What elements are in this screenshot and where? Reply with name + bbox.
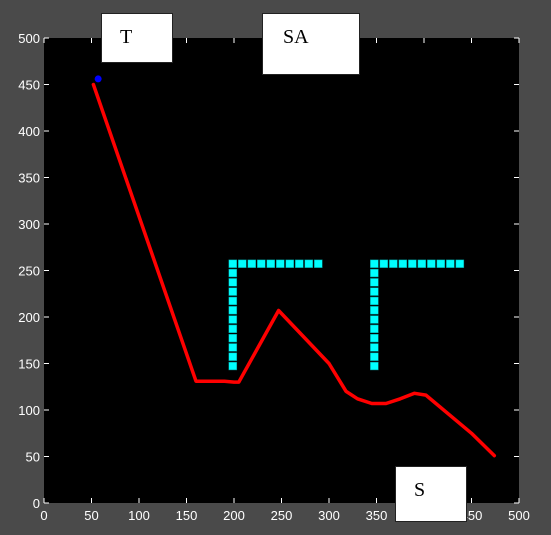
x-tick-label: 300 — [318, 508, 340, 523]
x-tick-label: 100 — [128, 508, 150, 523]
obstacle-cell — [238, 260, 246, 268]
target-point — [95, 75, 102, 82]
y-tick-label: 400 — [18, 124, 40, 139]
obstacle-cell — [427, 260, 435, 268]
obstacle-cell — [229, 306, 237, 314]
target-label-box: T — [101, 13, 173, 63]
y-tick-label: 150 — [18, 357, 40, 372]
obstacle-cell — [257, 260, 265, 268]
axes-background — [44, 38, 519, 503]
obstacle-cell — [456, 260, 464, 268]
obstacle-cell — [370, 325, 378, 333]
y-tick-label: 450 — [18, 78, 40, 93]
y-tick-label: 200 — [18, 310, 40, 325]
obstacle-cell — [229, 344, 237, 352]
obstacle-cell — [437, 260, 445, 268]
obstacle-cell — [248, 260, 256, 268]
start-label: S — [414, 479, 425, 501]
y-tick-label: 50 — [26, 450, 40, 465]
obstacle-cell — [267, 260, 275, 268]
obstacle-cell — [305, 260, 313, 268]
x-tick-label: 150 — [176, 508, 198, 523]
y-tick-label: 500 — [18, 31, 40, 46]
obstacle-cell — [229, 278, 237, 286]
y-tick-label: 350 — [18, 171, 40, 186]
obstacle-cell — [446, 260, 454, 268]
obstacle-cell — [370, 269, 378, 277]
sa-label: SA — [283, 26, 309, 48]
obstacle-cell — [229, 353, 237, 361]
obstacle-cell — [380, 260, 388, 268]
obstacle-cell — [370, 334, 378, 342]
x-tick-label: 500 — [508, 508, 530, 523]
obstacle-cell — [370, 260, 378, 268]
obstacle-cell — [370, 344, 378, 352]
target-marker — [95, 75, 102, 82]
obstacle-cell — [229, 325, 237, 333]
start-label-box: S — [395, 466, 467, 522]
obstacle-cell — [370, 278, 378, 286]
obstacle-cell — [295, 260, 303, 268]
sa-label-box: SA — [262, 13, 360, 75]
y-tick-label: 100 — [18, 403, 40, 418]
obstacle-cell — [370, 316, 378, 324]
obstacle-cell — [229, 362, 237, 370]
x-tick-label: 0 — [40, 508, 47, 523]
obstacle-cell — [399, 260, 407, 268]
target-label: T — [120, 26, 132, 48]
obstacle-cell — [370, 362, 378, 370]
obstacle-cell — [389, 260, 397, 268]
x-tick-label: 250 — [271, 508, 293, 523]
obstacle-cell — [276, 260, 284, 268]
obstacle-cell — [229, 316, 237, 324]
obstacle-cell — [370, 353, 378, 361]
obstacle-cell — [229, 288, 237, 296]
obstacle-cell — [418, 260, 426, 268]
obstacle-cell — [408, 260, 416, 268]
y-tick-label: 250 — [18, 264, 40, 279]
x-tick-label: 350 — [366, 508, 388, 523]
obstacle-cell — [286, 260, 294, 268]
y-tick-label: 300 — [18, 217, 40, 232]
obstacle-cell — [370, 297, 378, 305]
obstacle-cell — [229, 260, 237, 268]
obstacle-cell — [314, 260, 322, 268]
obstacle-cell — [370, 288, 378, 296]
x-tick-label: 200 — [223, 508, 245, 523]
obstacle-cell — [229, 269, 237, 277]
y-tick-label: 0 — [33, 496, 40, 511]
obstacle-cell — [229, 334, 237, 342]
obstacle-cell — [229, 297, 237, 305]
x-tick-label: 50 — [84, 508, 98, 523]
obstacle-cell — [370, 306, 378, 314]
